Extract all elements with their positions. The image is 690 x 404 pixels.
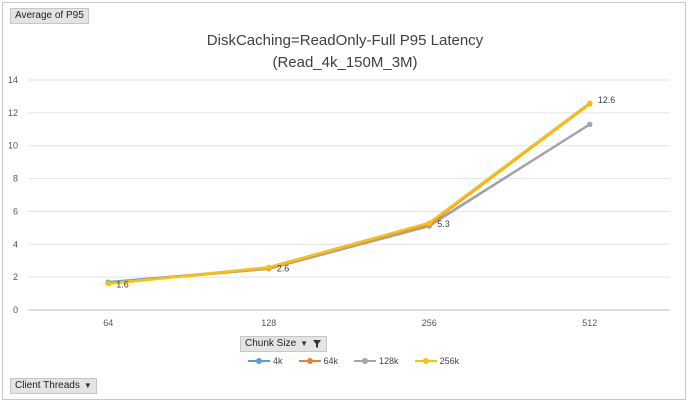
legend-item-64k: 64k <box>298 356 339 366</box>
data-label: 12.6 <box>598 95 616 105</box>
legend-label: 4k <box>273 356 283 366</box>
y-tick-label: 14 <box>8 75 18 85</box>
legend-item-4k: 4k <box>248 356 283 366</box>
x-tick-label: 64 <box>103 318 113 328</box>
filter-icon <box>313 340 322 348</box>
data-point-256k <box>105 281 111 287</box>
data-point-256k <box>266 264 272 270</box>
dropdown-arrow-icon: ▼ <box>83 381 92 390</box>
legend-swatch <box>354 356 377 366</box>
x-tick-label: 256 <box>422 318 437 328</box>
value-field-button[interactable]: Average of P95 <box>10 8 89 24</box>
chart-subtitle: (Read_4k_150M_3M) <box>272 54 418 71</box>
series-line-64k <box>108 102 591 285</box>
y-tick-label: 0 <box>13 305 18 315</box>
legend-swatch <box>414 356 437 366</box>
data-point-256k <box>587 100 593 106</box>
series-line-128k <box>108 123 591 284</box>
legend-item-128k: 128k <box>354 356 399 366</box>
chart-legend: 4k 64k 128k 256k <box>248 356 459 366</box>
chart-frame <box>2 2 686 400</box>
legend-label: 128k <box>379 356 399 366</box>
data-label: 2.6 <box>277 263 290 273</box>
legend-item-256k: 256k <box>414 356 460 366</box>
x-tick-label: 128 <box>261 318 276 328</box>
y-tick-label: 8 <box>13 174 18 184</box>
y-tick-label: 10 <box>8 141 18 151</box>
y-tick-label: 4 <box>13 239 18 249</box>
dropdown-arrow-icon: ▼ <box>300 339 309 348</box>
legend-label: 64k <box>323 356 339 366</box>
chart-title: DiskCaching=ReadOnly-Full P95 Latency <box>206 32 484 49</box>
data-point-128k <box>587 121 593 127</box>
y-tick-label: 2 <box>13 272 18 282</box>
series-line-256k <box>108 101 591 286</box>
x-tick-label: 512 <box>582 318 597 328</box>
legend-field-label: Client Threads <box>15 380 80 391</box>
value-field-label: Average of P95 <box>15 10 84 21</box>
legend-label: 256k <box>439 356 460 366</box>
y-tick-label: 6 <box>13 206 18 216</box>
axis-field-button[interactable]: Chunk Size ▼ <box>240 336 328 352</box>
y-tick-label: 12 <box>8 108 18 118</box>
legend-swatch <box>248 356 270 366</box>
series-line-4k <box>108 123 591 284</box>
data-point-256k <box>426 220 432 226</box>
chart-title-block: DiskCaching=ReadOnly-Full P95 Latency (R… <box>150 30 540 74</box>
legend-field-button[interactable]: Client Threads ▼ <box>10 378 97 394</box>
data-label: 1.6 <box>116 280 129 290</box>
legend-swatch <box>298 356 321 366</box>
data-label: 5.3 <box>437 219 450 229</box>
axis-field-label: Chunk Size <box>245 338 297 349</box>
